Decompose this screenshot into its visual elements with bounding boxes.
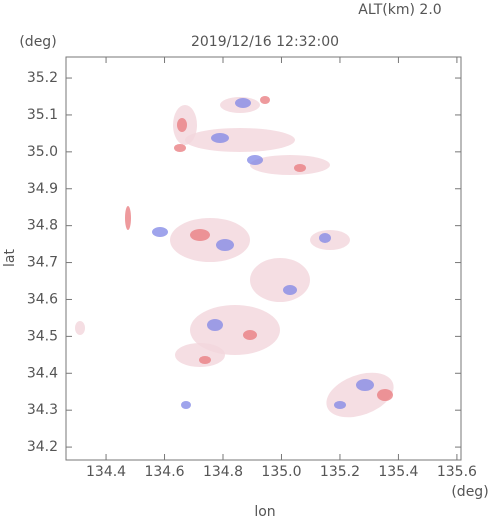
y-tick-label: 34.7: [27, 255, 58, 271]
echoes: [75, 96, 394, 418]
x-tick-label: 135.0: [261, 464, 301, 480]
echo: [125, 206, 131, 230]
chart-title: 2019/12/16 12:32:00: [191, 34, 339, 50]
y-tick-label: 34.8: [27, 218, 58, 234]
y-tick-label: 34.2: [27, 439, 58, 455]
altitude: ALT(km) 2.0: [358, 2, 441, 18]
x-tick-label: 135.6: [437, 464, 477, 480]
plot-frame: [65, 56, 462, 461]
echo: [190, 305, 280, 355]
echo: [260, 96, 270, 104]
y-tick-label: 34.4: [27, 365, 58, 381]
x-tick-label: 135.2: [320, 464, 360, 480]
y-tick-label: 34.6: [27, 291, 58, 307]
echo: [152, 227, 168, 237]
x-tick-label: 135.4: [378, 464, 418, 480]
y-tick-label: 35.2: [27, 70, 58, 86]
echo: [185, 128, 295, 152]
echo: [170, 218, 250, 262]
echo: [211, 133, 229, 143]
echo: [199, 356, 211, 364]
echo: [207, 319, 223, 331]
echo: [235, 98, 251, 108]
y-tick-label: 35.0: [27, 144, 58, 160]
echo: [319, 233, 331, 243]
echo: [243, 330, 257, 340]
y-tick-label: 34.3: [27, 402, 58, 418]
echo: [75, 321, 85, 335]
y-tick-label: 35.1: [27, 107, 58, 123]
echo: [294, 164, 306, 172]
y-unit: (deg): [19, 34, 56, 50]
y-axis-label: lat: [2, 249, 18, 267]
x-tick-label: 134.4: [86, 464, 126, 480]
y-tick-label: 34.5: [27, 328, 58, 344]
x-unit: (deg): [451, 484, 488, 500]
x-tick-label: 134.6: [144, 464, 184, 480]
x-axis-label: lon: [254, 504, 275, 520]
echo: [175, 343, 225, 367]
echo: [377, 389, 393, 401]
echo: [174, 144, 186, 152]
echo: [356, 379, 374, 391]
echo: [181, 401, 191, 409]
echo: [250, 155, 330, 175]
echo: [190, 229, 210, 241]
x-tick-label: 134.8: [203, 464, 243, 480]
echo: [247, 155, 263, 165]
echo: [177, 118, 187, 132]
echo: [216, 239, 234, 251]
echo: [250, 258, 310, 302]
echo: [334, 401, 346, 409]
echo: [283, 285, 297, 295]
y-tick-label: 34.9: [27, 181, 58, 197]
